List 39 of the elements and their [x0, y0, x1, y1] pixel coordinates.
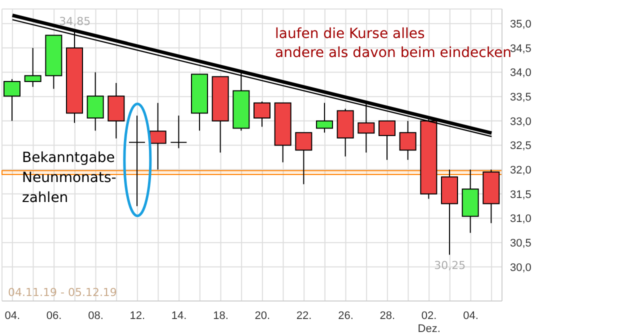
x-tick-label: 18.: [213, 310, 228, 322]
y-tick-label: 35,0: [510, 18, 532, 31]
candlestick: [149, 102, 166, 170]
x-tick-label: 20.: [254, 310, 270, 322]
x-tick-label: 02. Dez.: [418, 310, 440, 335]
y-tick-label: 30,0: [510, 262, 532, 274]
x-tick-label: 14.: [171, 310, 187, 322]
candlestick: [170, 115, 188, 149]
annotation: 30,25: [434, 258, 466, 272]
x-tick-label: 04.: [4, 310, 20, 322]
candlestick: [128, 115, 146, 207]
y-tick-label: 31,5: [510, 188, 532, 201]
y-tick-label: 30,5: [510, 238, 532, 250]
candlestick: [316, 102, 333, 134]
candlestick: [378, 120, 396, 160]
x-tick-label: 22.: [296, 310, 312, 322]
x-tick-label: 06.: [46, 310, 62, 322]
y-tick-label: 33,5: [510, 92, 532, 104]
candlestick: [295, 132, 312, 185]
y-tick-label: 33,0: [510, 116, 532, 128]
y-tick-label: 32,5: [510, 140, 532, 152]
annotation: 04.11.19 - 05.12.19: [8, 286, 117, 299]
candlestick: [399, 120, 416, 160]
annotation: Bekanntgabe Neunmonats- zahlen: [22, 150, 116, 206]
x-tick-label: 12.: [130, 310, 146, 322]
y-tick-label: 32,0: [510, 164, 532, 177]
y-tick-label: 31,0: [510, 213, 532, 226]
x-tick-label: 08.: [88, 310, 104, 322]
y-tick-label: 34,0: [510, 67, 532, 80]
candlestick: [24, 47, 42, 88]
candlestick: [254, 100, 270, 128]
y-tick-label: 34,5: [510, 42, 532, 55]
annotation: laufen die Kurse alles andere als davon beim eindecken: [275, 26, 512, 61]
annotation: 34,85: [59, 14, 91, 28]
x-tick-label: 26.: [338, 310, 354, 322]
candlestick: [86, 72, 104, 132]
candlestick: [4, 78, 20, 122]
x-tick-label: 04.: [463, 310, 478, 322]
x-tick-label: 28.: [380, 310, 396, 322]
